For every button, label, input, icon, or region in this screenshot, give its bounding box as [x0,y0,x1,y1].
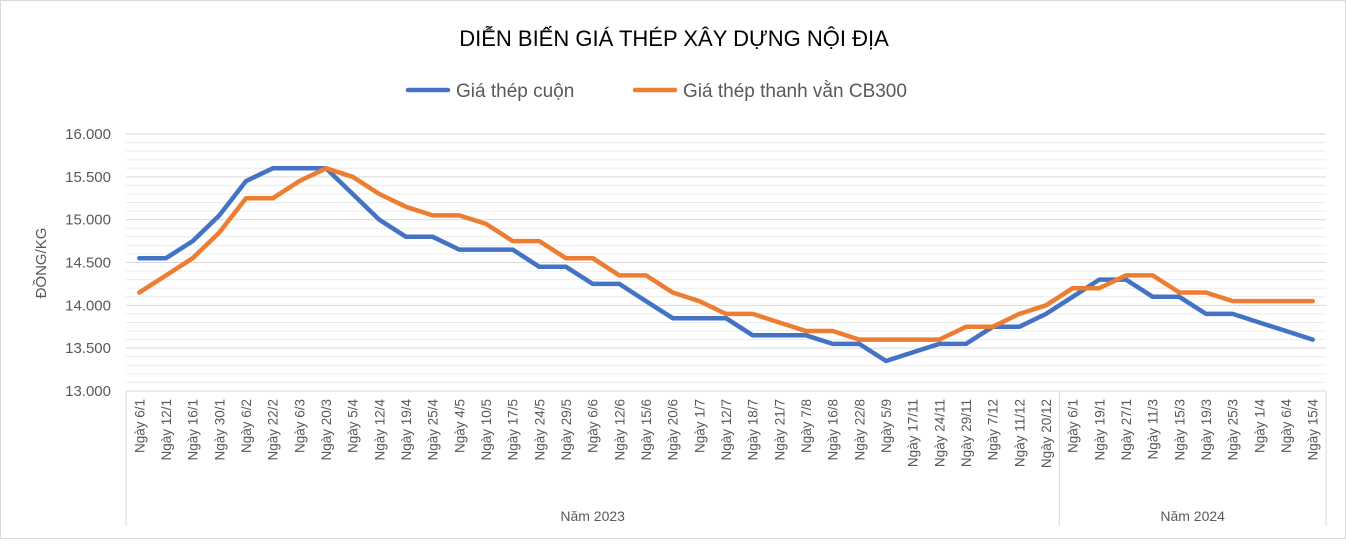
legend-label: Giá thép thanh vằn CB300 [683,80,907,102]
x-tick-label: Ngày 16/8 [826,399,841,461]
x-tick-label: Ngày 1/4 [1252,399,1267,454]
x-tick-label: Ngày 19/4 [399,399,414,461]
x-tick-label: Ngày 17/11 [906,399,921,467]
group-label: Năm 2023 [560,508,625,524]
gridlines [126,133,1326,392]
x-tick-label: Ngày 7/12 [986,399,1001,461]
x-tick-label: Ngày 7/8 [799,399,814,453]
y-tick-label: 14.000 [65,297,111,314]
y-tick-label: 15.500 [65,169,111,186]
x-tick-label: Ngày 17/5 [506,399,521,461]
x-tick-label: Ngày 18/7 [746,399,761,461]
x-tick-label: Ngày 6/3 [292,399,307,453]
legend: Giá thép cuộn Giá thép thanh vằn CB300 [405,80,907,102]
x-tick-label: Ngày 10/5 [479,399,494,461]
x-tick-label: Ngày 6/6 [586,399,601,453]
x-tick-label: Ngày 30/1 [212,399,227,461]
series-line [137,166,1315,342]
x-tick-label: Ngày 15/6 [639,399,654,461]
x-tick-label: Ngày 12/4 [372,399,387,461]
legend-label: Giá thép cuộn [456,81,574,102]
x-tick-label: Ngày 15/4 [1306,399,1321,461]
x-tick-label: Ngày 22/2 [266,399,281,461]
x-tick-label: Ngày 25/4 [426,399,441,461]
x-tick-label: Ngày 20/12 [1039,399,1054,468]
x-tick-label: Ngày 29/5 [559,399,574,461]
x-tick-label: Ngày 6/2 [239,399,254,453]
x-tick-label: Ngày 6/4 [1279,399,1294,454]
x-tick-label: Ngày 22/8 [852,399,867,461]
x-axis: Ngày 6/1 Ngày 12/1 Ngày 16/1 Ngày 30/1 Ngày … [125,390,1327,526]
x-tick-label: Ngày 16/1 [186,399,201,461]
x-tick-label: Ngày 27/1 [1119,399,1134,461]
x-tick-label: Ngày 24/5 [532,399,547,461]
x-tick-label: Ngày 19/3 [1199,399,1214,461]
x-tick-label: Ngày 1/7 [692,399,707,453]
y-tick-label: 16.000 [65,126,111,143]
y-tick-label: 15.000 [65,212,111,229]
x-tick-label: Ngày 29/11 [959,399,974,467]
x-tick-label: Ngày 12/7 [719,399,734,461]
x-tick-label: Ngày 6/1 [1066,399,1081,453]
y-tick-label: 13.000 [65,383,111,400]
x-tick-label: Ngày 11/3 [1146,399,1161,460]
x-tick-label: Ngày 24/11 [932,399,947,467]
x-tick-label: Ngày 12/1 [159,399,174,461]
x-tick-label: Ngày 6/1 [132,399,147,453]
y-axis: 13.000 13.500 14.000 14.500 15.000 15.500 16.0… [65,126,111,400]
x-tick-label: Ngày 20/6 [666,399,681,461]
y-tick-label: 13.500 [65,340,111,357]
x-tick-label: Ngày 5/9 [879,399,894,453]
x-tick-label: Ngày 21/7 [772,399,787,461]
x-tick-label: Ngày 11/12 [1012,399,1027,467]
x-tick-label: Ngày 19/1 [1092,399,1107,461]
group-label: Năm 2024 [1160,508,1225,524]
x-tick-label: Ngày 25/3 [1226,399,1241,461]
x-tick-label: Ngày 12/6 [612,399,627,461]
x-tick-label: Ngày 4/5 [452,399,467,453]
series-lines [137,166,1315,364]
x-tick-label: Ngày 15/3 [1172,399,1187,461]
y-axis-title: ĐỒNG/KG [32,228,50,299]
series-line [137,166,1315,364]
chart-title: DIỄN BIẾN GIÁ THÉP XÂY DỰNG NỘI ĐỊA [459,25,889,51]
x-tick-label: Ngày 5/4 [346,399,361,454]
x-tick-label: Ngày 20/3 [319,399,334,461]
y-tick-label: 14.500 [65,255,111,272]
